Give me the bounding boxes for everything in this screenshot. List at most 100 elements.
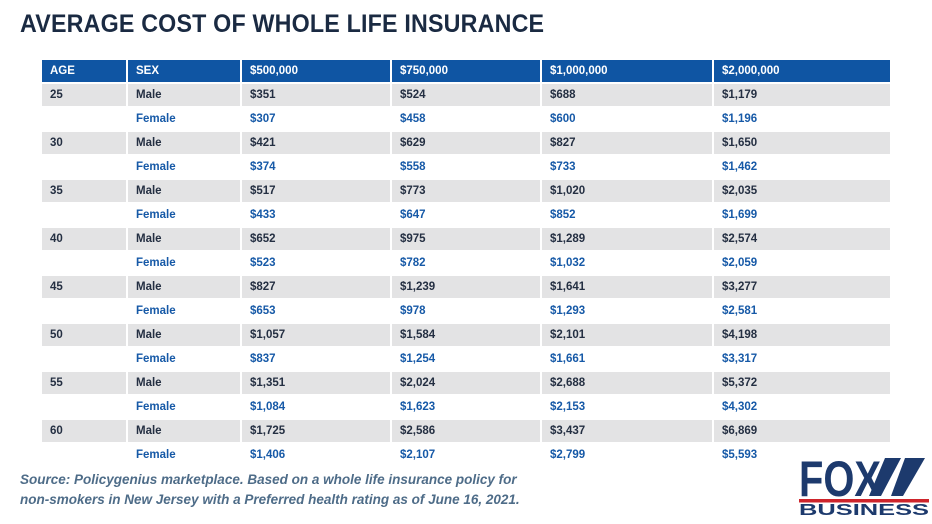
source-line-1: Source: Policygenius marketplace. Based … bbox=[20, 472, 517, 487]
column-header: AGE bbox=[42, 60, 126, 82]
sex-cell: Female bbox=[128, 300, 240, 322]
value-cell: $1,650 bbox=[714, 132, 890, 154]
age-cell: 25 bbox=[42, 84, 126, 106]
value-cell: $1,661 bbox=[542, 348, 712, 370]
table-row: 35 Male $517 $773 $1,020 $2,035 bbox=[42, 180, 890, 202]
value-cell: $2,024 bbox=[392, 372, 540, 394]
value-cell: $827 bbox=[242, 276, 390, 298]
sex-cell: Male bbox=[128, 180, 240, 202]
value-cell: $653 bbox=[242, 300, 390, 322]
table-row: Female $307 $458 $600 $1,196 bbox=[42, 108, 890, 130]
column-header: $500,000 bbox=[242, 60, 390, 82]
age-cell bbox=[42, 300, 126, 322]
value-cell: $629 bbox=[392, 132, 540, 154]
age-cell bbox=[42, 204, 126, 226]
column-header: $750,000 bbox=[392, 60, 540, 82]
table-row: Female $433 $647 $852 $1,699 bbox=[42, 204, 890, 226]
sex-cell: Male bbox=[128, 372, 240, 394]
value-cell: $3,317 bbox=[714, 348, 890, 370]
value-cell: $688 bbox=[542, 84, 712, 106]
value-cell: $523 bbox=[242, 252, 390, 274]
insurance-cost-table: AGE SEX $500,000 $750,000 $1,000,000 $2,000,0… bbox=[40, 58, 892, 468]
page-title: AVERAGE COST OF WHOLE LIFE INSURANCE bbox=[20, 10, 545, 38]
table-row: 60 Male $1,725 $2,586 $3,437 $6,869 bbox=[42, 420, 890, 442]
table-row: 50 Male $1,057 $1,584 $2,101 $4,198 bbox=[42, 324, 890, 346]
table-row: 30 Male $421 $629 $827 $1,650 bbox=[42, 132, 890, 154]
age-cell: 45 bbox=[42, 276, 126, 298]
fox-wordmark: FOX bbox=[799, 458, 881, 507]
source-line-2: non-smokers in New Jersey with a Preferr… bbox=[20, 492, 520, 508]
table-row: 40 Male $652 $975 $1,289 $2,574 bbox=[42, 228, 890, 250]
age-cell: 55 bbox=[42, 372, 126, 394]
value-cell: $2,586 bbox=[392, 420, 540, 442]
value-cell: $733 bbox=[542, 156, 712, 178]
sex-cell: Female bbox=[128, 252, 240, 274]
sex-cell: Female bbox=[128, 396, 240, 418]
value-cell: $837 bbox=[242, 348, 390, 370]
value-cell: $1,084 bbox=[242, 396, 390, 418]
value-cell: $307 bbox=[242, 108, 390, 130]
age-cell: 50 bbox=[42, 324, 126, 346]
table-row: 25 Male $351 $524 $688 $1,179 bbox=[42, 84, 890, 106]
sex-cell: Male bbox=[128, 276, 240, 298]
age-cell: 60 bbox=[42, 420, 126, 442]
value-cell: $1,289 bbox=[542, 228, 712, 250]
value-cell: $4,302 bbox=[714, 396, 890, 418]
value-cell: $351 bbox=[242, 84, 390, 106]
age-cell: 40 bbox=[42, 228, 126, 250]
column-header: $1,000,000 bbox=[542, 60, 712, 82]
value-cell: $600 bbox=[542, 108, 712, 130]
value-cell: $782 bbox=[392, 252, 540, 274]
sex-cell: Male bbox=[128, 420, 240, 442]
business-wordmark: BUSINESS bbox=[799, 502, 929, 516]
value-cell: $433 bbox=[242, 204, 390, 226]
value-cell: $1,623 bbox=[392, 396, 540, 418]
value-cell: $5,372 bbox=[714, 372, 890, 394]
age-cell bbox=[42, 252, 126, 274]
header-row: AGE SEX $500,000 $750,000 $1,000,000 $2,000,0… bbox=[42, 60, 890, 82]
value-cell: $1,725 bbox=[242, 420, 390, 442]
value-cell: $827 bbox=[542, 132, 712, 154]
searchlight-beam-2 bbox=[891, 458, 925, 496]
value-cell: $978 bbox=[392, 300, 540, 322]
value-cell: $852 bbox=[542, 204, 712, 226]
table-header: AGE SEX $500,000 $750,000 $1,000,000 $2,000,0… bbox=[42, 60, 890, 82]
value-cell: $4,198 bbox=[714, 324, 890, 346]
value-cell: $1,196 bbox=[714, 108, 890, 130]
value-cell: $975 bbox=[392, 228, 540, 250]
age-cell bbox=[42, 348, 126, 370]
value-cell: $1,179 bbox=[714, 84, 890, 106]
table-row: Female $523 $782 $1,032 $2,059 bbox=[42, 252, 890, 274]
table-row: Female $1,084 $1,623 $2,153 $4,302 bbox=[42, 396, 890, 418]
value-cell: $1,699 bbox=[714, 204, 890, 226]
value-cell: $374 bbox=[242, 156, 390, 178]
fox-business-logo: FOX BUSINESS bbox=[799, 458, 929, 516]
value-cell: $1,406 bbox=[242, 444, 390, 466]
value-cell: $1,239 bbox=[392, 276, 540, 298]
value-cell: $1,057 bbox=[242, 324, 390, 346]
value-cell: $2,035 bbox=[714, 180, 890, 202]
value-cell: $3,277 bbox=[714, 276, 890, 298]
table-row: 55 Male $1,351 $2,024 $2,688 $5,372 bbox=[42, 372, 890, 394]
table-row: Female $374 $558 $733 $1,462 bbox=[42, 156, 890, 178]
value-cell: $1,351 bbox=[242, 372, 390, 394]
value-cell: $652 bbox=[242, 228, 390, 250]
sex-cell: Female bbox=[128, 204, 240, 226]
value-cell: $3,437 bbox=[542, 420, 712, 442]
value-cell: $1,584 bbox=[392, 324, 540, 346]
value-cell: $1,293 bbox=[542, 300, 712, 322]
value-cell: $1,020 bbox=[542, 180, 712, 202]
sex-cell: Male bbox=[128, 132, 240, 154]
sex-cell: Male bbox=[128, 324, 240, 346]
value-cell: $5,593 bbox=[714, 444, 890, 466]
value-cell: $2,153 bbox=[542, 396, 712, 418]
sex-cell: Female bbox=[128, 156, 240, 178]
value-cell: $773 bbox=[392, 180, 540, 202]
age-cell bbox=[42, 444, 126, 466]
logo-red-bar bbox=[799, 499, 929, 503]
value-cell: $2,101 bbox=[542, 324, 712, 346]
value-cell: $558 bbox=[392, 156, 540, 178]
value-cell: $2,799 bbox=[542, 444, 712, 466]
value-cell: $2,107 bbox=[392, 444, 540, 466]
sex-cell: Female bbox=[128, 444, 240, 466]
